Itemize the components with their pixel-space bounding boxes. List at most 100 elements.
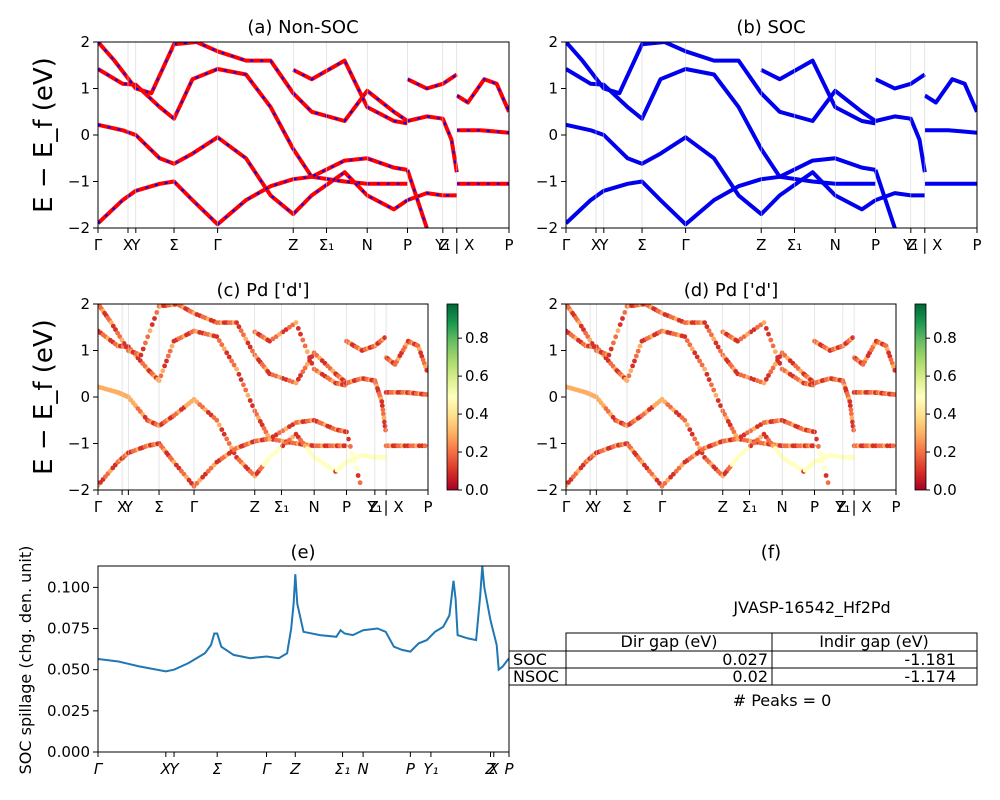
- ytick-label: 0.100: [47, 578, 90, 596]
- ytick-label: 2: [548, 33, 558, 51]
- ytick-label: 0.025: [47, 702, 90, 720]
- band-line-dash: [456, 129, 509, 134]
- projection-dot: [273, 334, 279, 339]
- projection-dot: [637, 343, 643, 349]
- xtick-label: Γ: [94, 236, 103, 254]
- projection-dot: [733, 433, 739, 438]
- projection-dot: [234, 366, 240, 372]
- colorbar-tick-label: 0.6: [465, 367, 489, 385]
- band-line: [566, 42, 877, 123]
- projection-dot: [382, 419, 387, 425]
- projection-dot: [169, 343, 175, 349]
- projection-dot: [247, 398, 253, 403]
- xtick-label: P: [871, 236, 880, 254]
- xtick-label: Z: [288, 236, 298, 254]
- projection-dot: [741, 449, 747, 454]
- xtick-label: X: [123, 236, 133, 254]
- projection-dot: [113, 327, 118, 332]
- gap-table: Dir gap (eV) Indir gap (eV) SOC 0.027 -1…: [508, 632, 978, 686]
- projection-dot: [165, 353, 171, 359]
- projection-dot: [226, 441, 232, 446]
- xtick-label: Y: [169, 760, 180, 778]
- xtick-label: X: [585, 498, 595, 516]
- projection-dot: [777, 360, 783, 366]
- projection-dot: [709, 382, 714, 388]
- projection-dot: [772, 361, 778, 367]
- colorbar-tick-label: 0.4: [933, 405, 957, 423]
- panel-e-frame: [97, 565, 510, 753]
- xtick-label: Γ: [658, 498, 667, 516]
- panel-e: (e) SOC spillage (chg. den. unit) 0.000 0…: [16, 542, 514, 778]
- projection-dot: [197, 477, 203, 483]
- projection-dot: [682, 334, 688, 339]
- ytick-label: 0.000: [47, 743, 90, 761]
- projection-dot: [243, 387, 249, 393]
- xtick-label: Γ: [681, 236, 690, 254]
- projection-dot: [273, 449, 279, 454]
- table-row-soc-indir: -1.181: [904, 650, 956, 669]
- xtick-label: Γ: [94, 760, 104, 778]
- projection-dot: [160, 368, 166, 374]
- projection-dot: [245, 392, 251, 398]
- projection-dot: [307, 355, 312, 360]
- projection-dot: [692, 436, 698, 442]
- ylabel-mid: E − E_f (eV): [29, 319, 59, 475]
- projection-dot: [671, 471, 676, 477]
- projection-dot: [850, 419, 855, 425]
- spillage-line: [98, 566, 509, 673]
- xtick-label: P: [504, 236, 513, 254]
- ytick-label: −2: [536, 481, 558, 499]
- projection-dot: [775, 355, 780, 360]
- ytick-label: 1: [80, 342, 90, 360]
- projection-dot: [849, 411, 854, 417]
- ytick-label: 1: [548, 342, 558, 360]
- xtick-label: N: [309, 498, 320, 516]
- projection-dot: [355, 473, 361, 478]
- projection-dot: [745, 446, 750, 452]
- xtick-label: X: [160, 760, 172, 778]
- xtick-label: P: [406, 760, 416, 778]
- ytick-label: 0.050: [47, 661, 90, 679]
- table-header-dir: Dir gap (eV): [621, 632, 718, 651]
- panel-e-ylabel: SOC spillage (chg. den. unit): [16, 546, 35, 775]
- projection-dot: [138, 352, 144, 358]
- ytick-label: 0: [548, 388, 558, 406]
- projection-dot: [298, 331, 303, 337]
- ytick-label: 0: [80, 126, 90, 144]
- projection-dot: [211, 462, 217, 468]
- projection-dot: [729, 426, 735, 431]
- xtick-label: Γ: [94, 498, 103, 516]
- projection-dot: [214, 334, 220, 339]
- projection-dot: [158, 373, 164, 379]
- panel-d-plot: [566, 304, 896, 490]
- projection-dot: [383, 427, 388, 433]
- colorbar-tick-label: 0.0: [465, 481, 489, 499]
- projection-dot: [382, 335, 388, 341]
- projection-dot: [735, 455, 740, 460]
- ytick-label: −2: [536, 219, 558, 237]
- table-row-nsoc-dir: 0.02: [732, 667, 768, 686]
- ytick-label: 2: [80, 33, 90, 51]
- xtick-label: Σ: [169, 236, 178, 254]
- projection-dot: [704, 371, 710, 377]
- projection-dot: [203, 471, 208, 477]
- ytick-label: −1: [536, 173, 558, 191]
- ytick-label: −1: [68, 173, 90, 191]
- projection-dot: [687, 342, 693, 348]
- xtick-label: Y₁: [423, 760, 438, 778]
- projection-dot: [290, 434, 296, 440]
- projection-dot: [123, 344, 129, 350]
- projection-dot: [143, 340, 148, 346]
- projection-dot: [261, 426, 267, 431]
- projection-dot: [738, 452, 744, 457]
- xtick-label: Σ: [622, 498, 631, 516]
- projection-dot: [662, 480, 668, 486]
- projection-dot: [626, 373, 632, 379]
- xtick-label: Y₁: [366, 498, 382, 516]
- projection-dot: [758, 434, 764, 440]
- projection-dot: [689, 431, 695, 437]
- xtick-label: Γ: [262, 760, 272, 778]
- projection-dot: [234, 320, 240, 325]
